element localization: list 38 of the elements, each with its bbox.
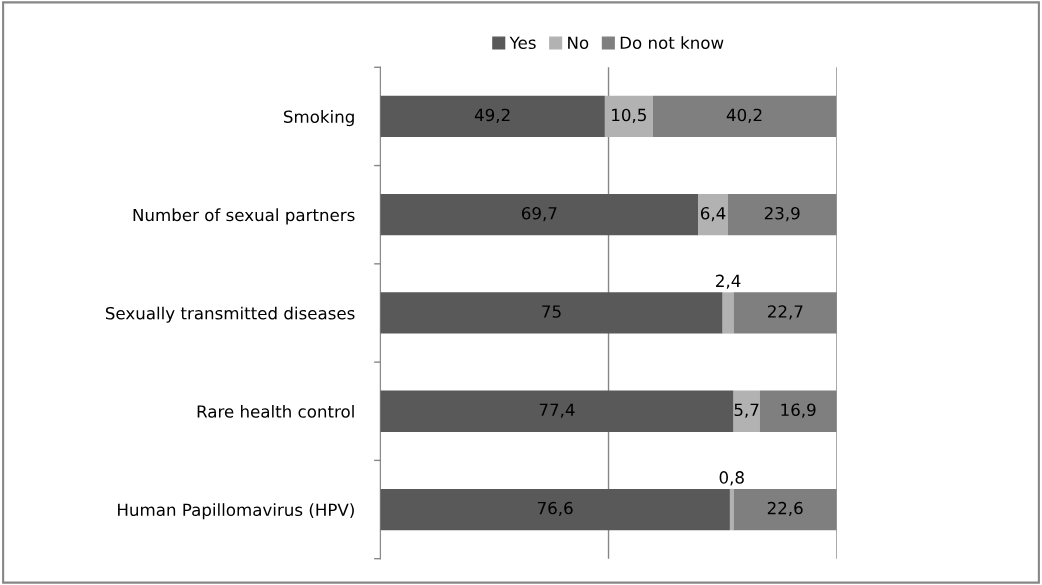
bar — [380, 488, 730, 531]
data-label: 22,7 — [768, 305, 803, 320]
data-label: 2,4 — [716, 274, 741, 289]
data-label: 22,6 — [767, 501, 803, 517]
legend-label: Yes — [509, 36, 536, 50]
bar — [380, 194, 699, 236]
data-label: 16,9 — [781, 403, 816, 418]
bar — [733, 292, 837, 334]
data-label: 23,9 — [764, 206, 800, 222]
y-tick-label: Sexually transmitted diseases — [105, 306, 355, 323]
data-label: 0,8 — [719, 471, 744, 486]
bar — [722, 292, 734, 334]
y-tick-label: Rare health control — [197, 404, 354, 418]
bar — [727, 194, 837, 236]
data-label: 69,7 — [521, 206, 557, 222]
y-tick-label: Smoking — [283, 110, 354, 127]
bar — [652, 95, 837, 138]
data-label: 10,5 — [612, 108, 646, 123]
bar — [380, 95, 605, 138]
bar — [380, 292, 723, 334]
bar — [733, 390, 760, 432]
bar — [604, 95, 653, 138]
bar — [380, 390, 734, 432]
data-label: 76,6 — [537, 501, 573, 517]
legend-label: Do not know — [620, 36, 724, 50]
bar — [759, 390, 837, 432]
bar — [729, 488, 734, 531]
y-tick-label: Human Papillomavirus (HPV) — [118, 503, 354, 520]
data-label: 5,7 — [734, 403, 759, 418]
y-tick-label: Number of sexual partners — [133, 208, 355, 225]
bar — [733, 488, 837, 531]
data-label: 75 — [542, 305, 561, 318]
data-label: 49,2 — [474, 108, 510, 123]
bar — [698, 194, 728, 236]
legend-label: No — [568, 36, 589, 50]
data-label: 77,4 — [539, 403, 575, 418]
data-label: 6,4 — [700, 206, 726, 222]
data-label: 40,2 — [726, 108, 762, 123]
